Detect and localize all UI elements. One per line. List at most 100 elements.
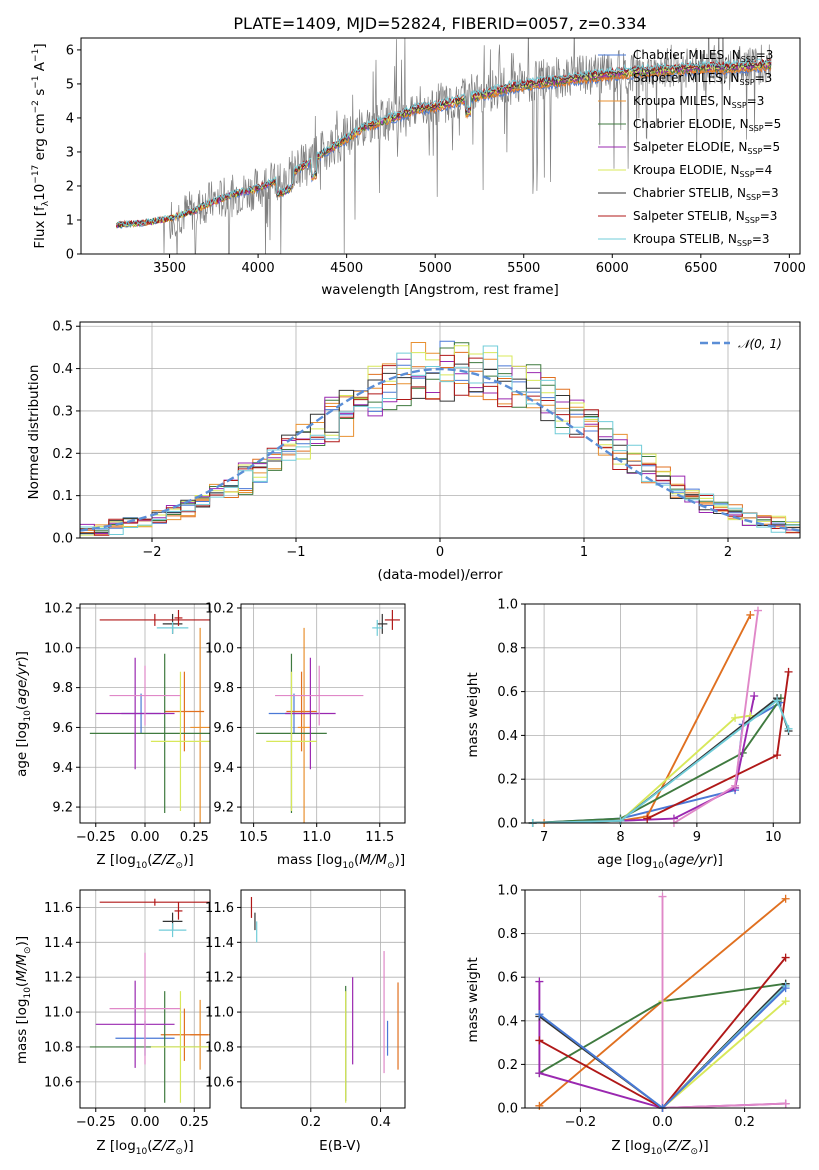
mass-vs-Z-y-tick-label: 10.8 <box>44 1040 73 1055</box>
weight-vs-Z-x-axis-label: Z [log10(Z/Z⊙)] <box>611 1138 708 1157</box>
mass-vs-Z-axes: −0.25 0.00 0.25 10.6 10.8 11.0 11.2 11.4 11.6 <box>44 890 210 1130</box>
residuals-frame <box>79 321 801 539</box>
weight-vs-age-y-tick-label: 0.6 <box>497 685 518 700</box>
weight-vs-age-x-tick-label: 10 <box>765 830 782 845</box>
mass-vs-Z-y-tick-label: 11.0 <box>44 1006 73 1021</box>
weight-vs-Z-point-marker <box>535 1036 544 1045</box>
age-vs-mass-x-axis-label: mass [log10(M/M⊙)] <box>277 852 405 871</box>
weight-vs-Z-point-marker <box>781 1099 790 1108</box>
residuals-x-tick-label: 2 <box>724 545 732 560</box>
residuals-y-tick-label: 0.1 <box>52 489 73 504</box>
weight-vs-age-point-marker <box>784 667 793 676</box>
weight-vs-age-point-marker <box>746 610 755 619</box>
gaussian-legend-label: 𝒩(0, 1) <box>738 337 782 351</box>
mass-vs-Z-x-tick-label: −0.25 <box>76 1115 116 1130</box>
age-vs-Z-x-tick-label: −0.25 <box>76 830 116 845</box>
spectrum-x-axis-label: wavelength [Angstrom, rest frame] <box>321 282 559 298</box>
age-vs-mass-y-tick-label: 9.8 <box>213 681 234 696</box>
residual-x-axis-label: (data-model)/error <box>377 567 503 583</box>
weight-vs-Z-point-marker <box>535 1010 544 1019</box>
mass-ebv-x-axis-label: E(B-V) <box>319 1138 361 1154</box>
residual-y-axis-label: Normed distribution <box>26 365 42 500</box>
age-vs-mass-frame <box>240 603 406 824</box>
weight-vs-Z-x-tick-label: 0.2 <box>734 1115 755 1130</box>
weight-vs-Z-y-tick-label: 1.0 <box>497 884 518 899</box>
spectrum-x-tick-label: 3500 <box>153 261 186 276</box>
weight-vs-Z-frame <box>524 889 801 1109</box>
age-vs-mass-axes: 10.5 11.0 11.5 9.2 9.4 9.6 9.8 10.0 10.2 <box>205 601 405 845</box>
weight-Z-y-axis-label: mass weight <box>465 957 481 1042</box>
spectrum-legend-label: Chabrier STELIB, NSSP=3 <box>633 186 779 202</box>
weight-vs-Z-point-marker <box>658 892 667 901</box>
age-vs-mass-y-tick-label: 9.4 <box>213 761 234 776</box>
weight-vs-age-x-tick-label: 8 <box>616 830 624 845</box>
weight-vs-age-y-tick-label: 0.8 <box>497 641 518 656</box>
mass-vs-ebv-frame <box>240 889 406 1109</box>
age-vs-mass-x-tick-label: 10.5 <box>239 830 268 845</box>
mass-vs-ebv-y-tick-label: 10.8 <box>205 1040 234 1055</box>
spectrum-legend-label: Chabrier MILES, NSSP=3 <box>633 48 773 64</box>
weight-vs-Z-x-tick-label: −0.2 <box>565 1115 597 1130</box>
weight-vs-age-point-marker <box>731 781 740 790</box>
weight-vs-age-series-line <box>532 698 790 823</box>
weight-vs-age-x-tick-label: 7 <box>540 830 548 845</box>
residuals-x-tick-label: −2 <box>142 545 161 560</box>
weight-vs-Z-point-marker <box>781 997 790 1006</box>
weight-vs-Z-series-line <box>538 987 787 1108</box>
weight-vs-Z-y-tick-label: 0.6 <box>497 971 518 986</box>
mass-vs-Z-x-tick-label: 0.00 <box>131 1115 160 1130</box>
age-vs-mass-x-tick-label: 11.0 <box>302 830 331 845</box>
weight-vs-Z-point-marker <box>781 953 790 962</box>
mass-vs-Z-y-tick-label: 11.2 <box>44 971 73 986</box>
weight-vs-age-point-marker <box>643 814 652 823</box>
spectrum-frame <box>80 37 801 255</box>
mass-vs-ebv-y-tick-label: 10.6 <box>205 1075 234 1090</box>
mass-vs-ebv-y-tick-label: 11.4 <box>205 936 234 951</box>
weight-age-x-axis-label: age [log10(age/yr)] <box>597 852 723 871</box>
spectrum-legend-label: Kroupa MILES, NSSP=3 <box>633 94 764 110</box>
mass-vs-ebv-axes: 0.2 0.4 10.6 10.8 11.0 11.2 11.4 11.6 <box>205 890 405 1130</box>
age-vs-mass-y-tick-label: 10.0 <box>205 641 234 656</box>
weight-vs-Z-point-marker <box>781 894 790 903</box>
age-vs-mass-y-tick-label: 10.2 <box>205 601 234 616</box>
age-vs-mass-y-tick-label: 9.2 <box>213 801 234 816</box>
weight-vs-Z-y-tick-label: 0.0 <box>497 1102 518 1117</box>
residuals-x-tick-label: 1 <box>580 545 588 560</box>
mass-vs-ebv-y-tick-label: 11.6 <box>205 901 234 916</box>
mass-vs-Z-x-axis-label: Z [log10(Z/Z⊙)] <box>96 1138 193 1157</box>
weight-vs-age-y-tick-label: 0.2 <box>497 773 518 788</box>
spectrum-x-tick-label: 4000 <box>242 261 275 276</box>
mass-vs-Z-y-axis-label: mass [log10(M/M⊙)] <box>14 936 33 1064</box>
mass-vs-ebv-y-tick-label: 11.0 <box>205 1006 234 1021</box>
weight-vs-age-y-tick-label: 0.0 <box>497 817 518 832</box>
spectrum-y-tick-label: 1 <box>66 213 74 228</box>
spectrum-y-tick-label: 4 <box>66 111 74 126</box>
spectrum-legend-label: Kroupa STELIB, NSSP=3 <box>633 232 770 248</box>
age-vs-Z-y-tick-label: 10.2 <box>44 601 73 616</box>
weight-vs-Z-series-line <box>538 983 787 1108</box>
weight-vs-age-point-marker <box>731 713 740 722</box>
spectrum-legend-label: Chabrier ELODIE, NSSP=5 <box>633 117 781 133</box>
mass-vs-ebv-y-tick-label: 11.2 <box>205 971 234 986</box>
age-vs-Z-x-tick-label: 0.00 <box>131 830 160 845</box>
age-vs-Z-y-tick-label: 9.4 <box>52 761 73 776</box>
spectrum-y-tick-label: 5 <box>66 77 74 92</box>
age-vs-Z-y-tick-label: 9.8 <box>52 681 73 696</box>
age-vs-Z-y-axis-label: age [log10(age/yr)] <box>14 651 33 777</box>
mass-vs-Z-x-tick-label: 0.25 <box>180 1115 209 1130</box>
mass-vs-Z-frame <box>79 889 211 1109</box>
residuals-x-tick-label: −1 <box>286 545 305 560</box>
gaussian-reference-curve <box>80 367 800 532</box>
age-vs-Z-x-tick-label: 0.25 <box>180 830 209 845</box>
spectrum-x-tick-label: 6000 <box>596 261 629 276</box>
spectrum-x-tick-label: 4500 <box>330 261 363 276</box>
weight-vs-age-y-tick-label: 0.4 <box>497 729 518 744</box>
weight-vs-age-point-marker <box>784 724 793 733</box>
weight-vs-Z-point-marker <box>535 1069 544 1078</box>
weight-vs-Z-y-tick-label: 0.4 <box>497 1014 518 1029</box>
weight-vs-age-point-marker <box>750 691 759 700</box>
spectrum-title: PLATE=1409, MJD=52824, FIBERID=0057, z=0… <box>233 14 646 33</box>
mass-vs-ebv-x-tick-label: 0.2 <box>300 1115 321 1130</box>
weight-age-y-axis-label: mass weight <box>465 672 481 757</box>
